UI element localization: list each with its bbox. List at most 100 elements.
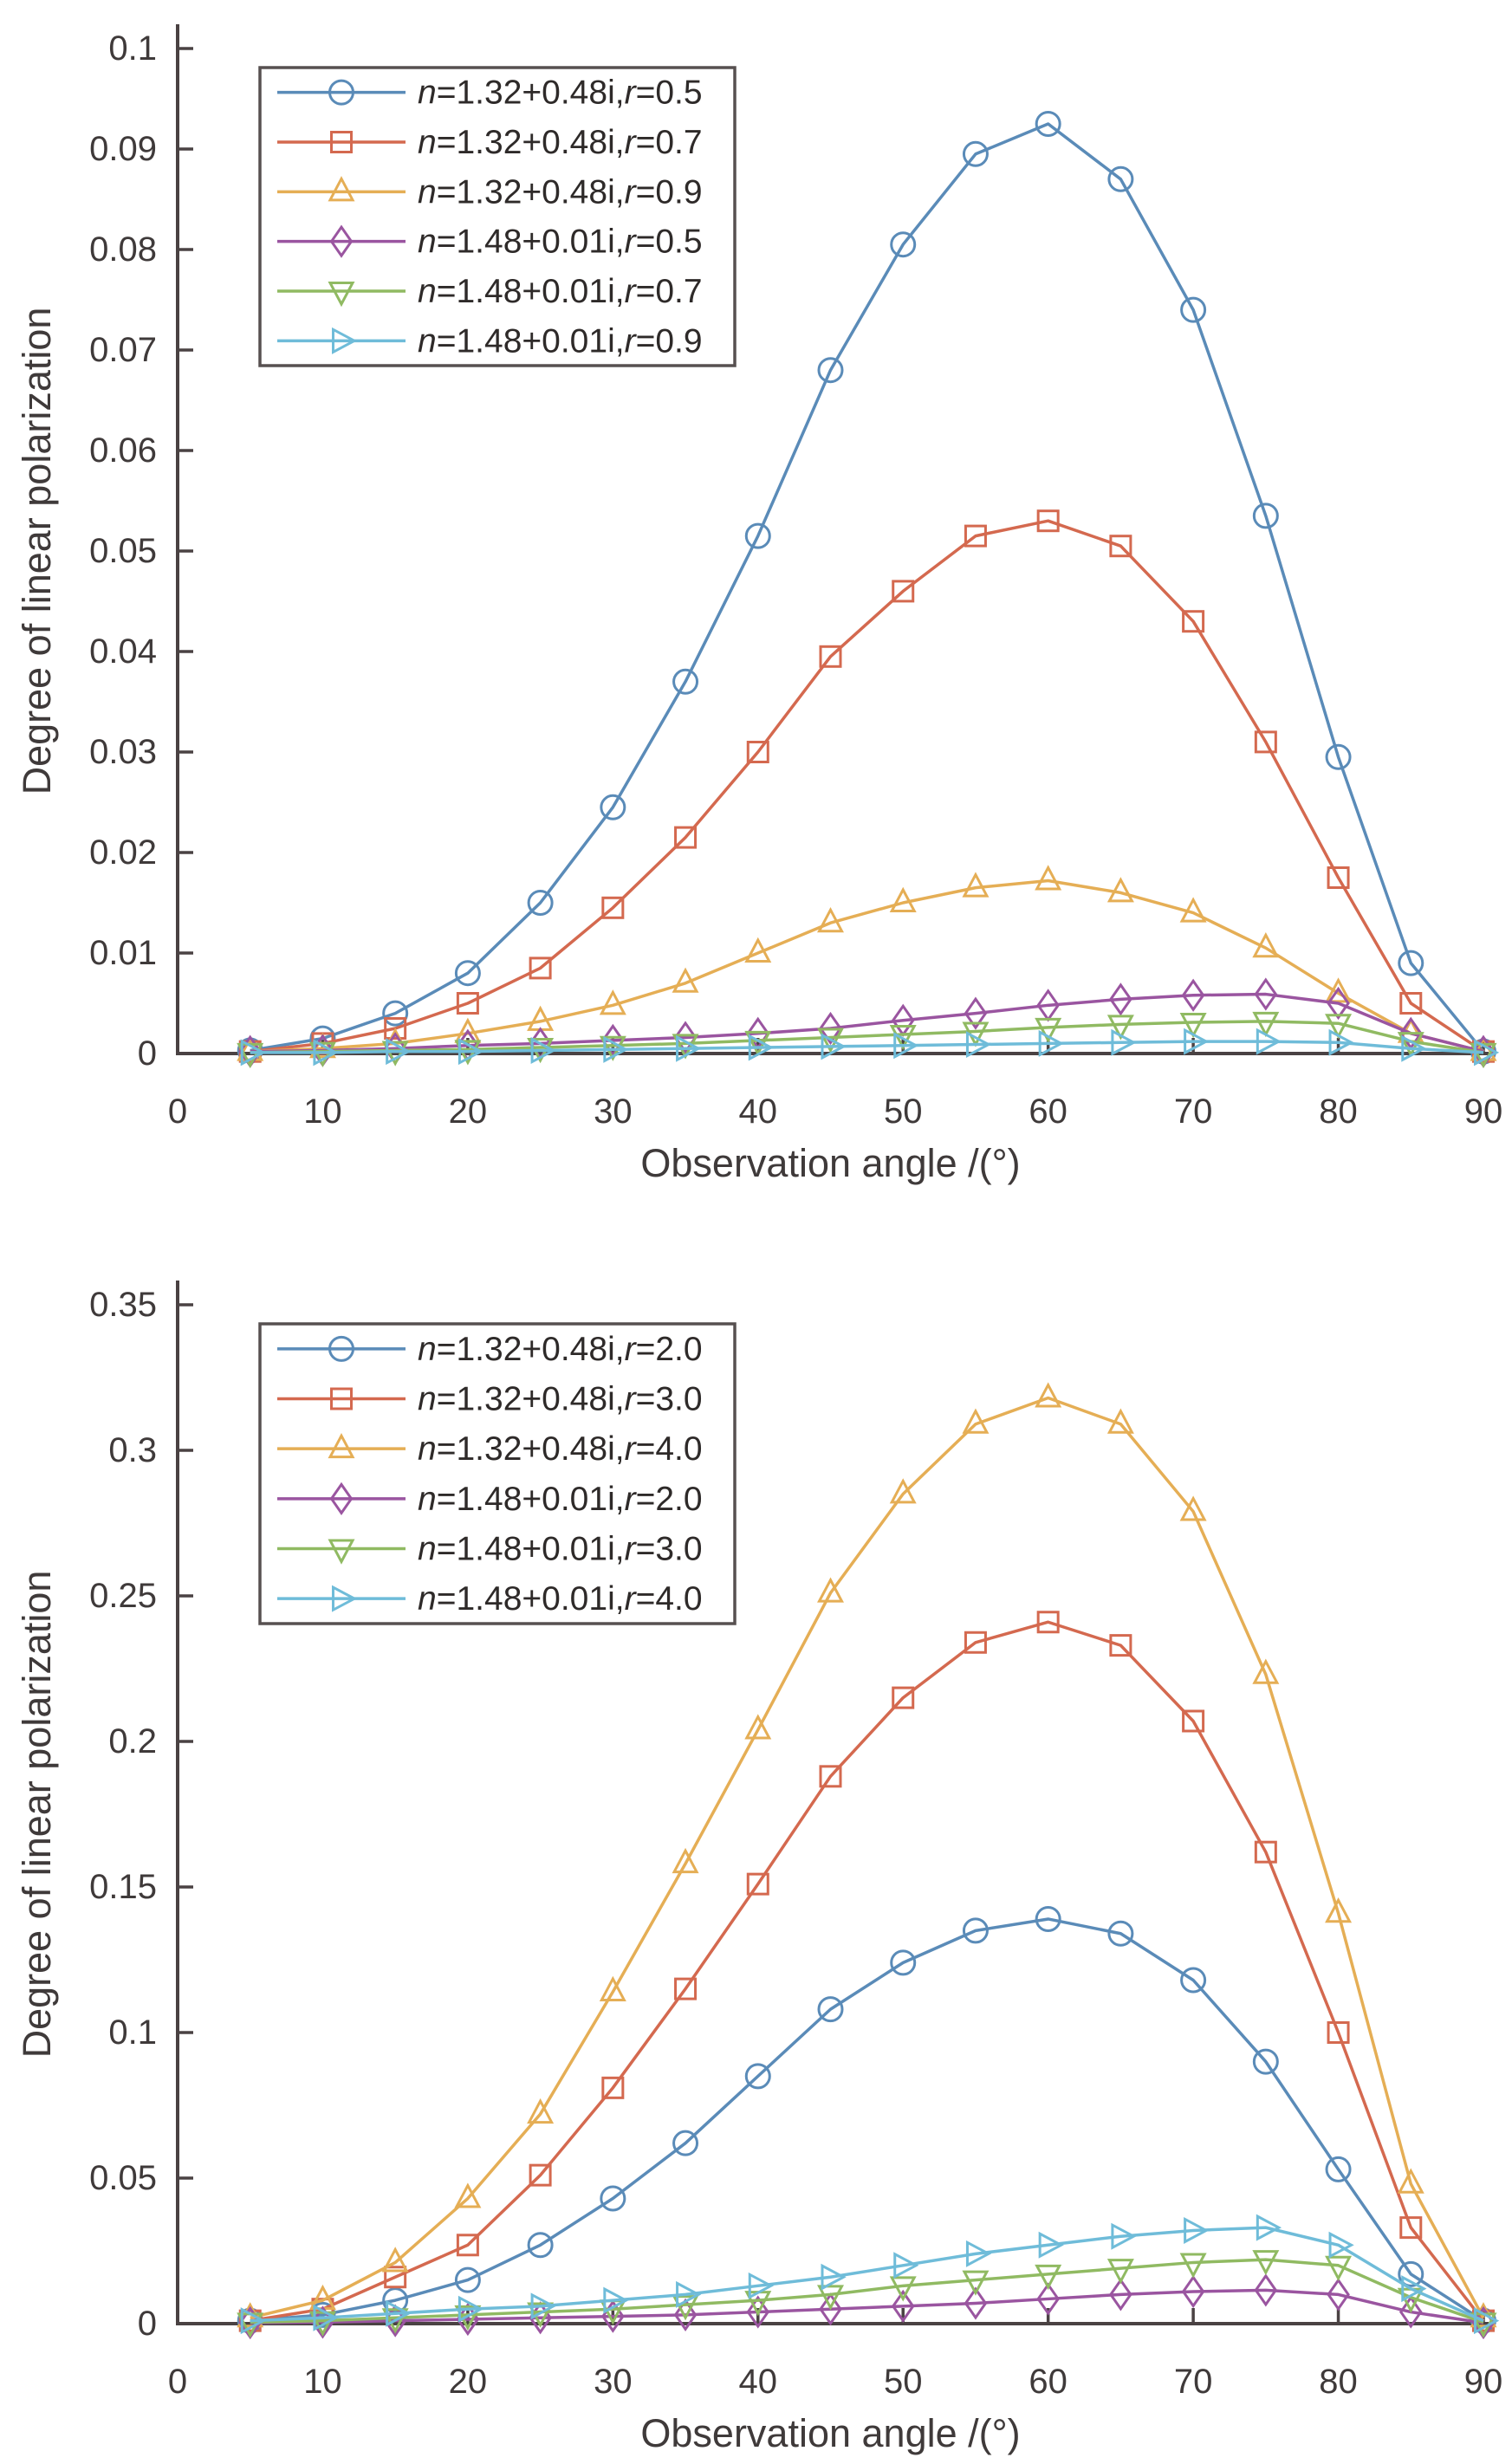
triangle-right-marker [1256, 1028, 1282, 1055]
triangle-right-marker [240, 1039, 266, 1067]
triangle-right-marker [530, 1037, 556, 1065]
x-tick-label: 40 [739, 1093, 778, 1131]
triangle-down-marker [1035, 2264, 1062, 2291]
circle-marker [1107, 1920, 1134, 1947]
square-marker [746, 741, 769, 763]
triangle-right-marker [530, 2292, 556, 2320]
square-marker [964, 1631, 987, 1654]
square-marker [674, 1977, 698, 2000]
circle-marker [1325, 743, 1352, 770]
diamond-marker [1254, 2273, 1278, 2307]
legend-item: n=1.32+0.48i,r=2.0 [277, 1330, 703, 1367]
triangle-up-marker [454, 2182, 482, 2208]
legend: n=1.32+0.48i,r=0.5 n=1.32+0.48i,r=0.7 n=1.… [258, 66, 737, 367]
series-triangle-down [237, 2250, 1497, 2338]
circle-marker [454, 960, 481, 987]
triangle-down-marker [328, 1539, 355, 1565]
triangle-up-marker [599, 989, 626, 1015]
legend-label: n=1.32+0.48i,r=0.5 [418, 74, 703, 111]
triangle-down-marker [1252, 2250, 1280, 2276]
triangle-up-marker [1035, 865, 1062, 891]
y-tick-label: 0.35 [89, 1286, 157, 1324]
triangle-right-marker [313, 2304, 339, 2331]
square-marker [330, 1387, 353, 1410]
diamond-marker [819, 2292, 842, 2326]
triangle-right-marker [821, 1033, 847, 1060]
circle-marker [328, 79, 354, 106]
triangle-down-marker [1179, 1013, 1207, 1039]
square-marker [1399, 2216, 1423, 2240]
circle-marker [962, 140, 989, 167]
x-tick-label: 40 [739, 2363, 778, 2401]
triangle-up-marker [889, 886, 917, 912]
triangle-down-marker [817, 2285, 844, 2311]
series-square [238, 1611, 1495, 2332]
triangle-up-marker [1325, 1897, 1353, 1923]
legend-item: n=1.32+0.48i,r=0.5 [277, 74, 703, 111]
circle-marker [454, 2266, 481, 2293]
legend-item: n=1.48+0.01i,r=2.0 [277, 1480, 703, 1517]
y-tick-label: 0.06 [89, 431, 157, 470]
square-marker [1182, 610, 1205, 633]
triangle-down-marker [328, 282, 355, 308]
y-tick-label: 0 [138, 2305, 157, 2343]
x-tick-label: 50 [884, 2363, 923, 2401]
diamond-marker [1181, 978, 1205, 1012]
legend: n=1.32+0.48i,r=2.0 n=1.32+0.48i,r=3.0 n=1.… [258, 1322, 737, 1625]
square-marker [746, 1872, 769, 1896]
circle-marker [1252, 503, 1279, 529]
circle-marker [817, 357, 844, 384]
triangle-right-marker [1184, 2216, 1210, 2244]
diamond-marker [329, 1482, 354, 1515]
square-marker [1327, 2021, 1350, 2044]
legend-item: n=1.32+0.48i,r=3.0 [277, 1380, 703, 1417]
series-line [250, 1020, 1484, 1054]
y-tick-label: 0.1 [108, 29, 157, 68]
circle-marker [382, 1000, 409, 1027]
bottom-chart: 0 0.05 0.1 0.15 0.2 0.25 0.3 0.35 0 10 20 30 40 50 60 7… [15, 1281, 1502, 2455]
series-line [250, 1396, 1485, 2319]
circle-marker [309, 2301, 336, 2328]
triangle-right-marker [1038, 2231, 1064, 2259]
y-tick-label: 0.08 [89, 230, 157, 269]
triangle-down-marker [817, 1028, 844, 1054]
triangle-down-marker [1035, 1017, 1062, 1044]
x-tick-label: 20 [449, 2363, 488, 2401]
y-tick-label: 0.3 [108, 1431, 157, 1469]
square-marker [529, 956, 552, 980]
diamond-marker [1327, 2278, 1350, 2312]
x-tick-label: 70 [1174, 2363, 1213, 2401]
legend-item: n=1.32+0.48i,r=4.0 [277, 1430, 703, 1468]
legend-label: n=1.32+0.48i,r=4.0 [418, 1430, 703, 1468]
circle-marker [1107, 165, 1134, 192]
triangle-down-marker [1106, 1015, 1134, 1041]
triangle-right-marker [1256, 2214, 1282, 2241]
triangle-up-marker [1252, 1658, 1280, 1684]
triangle-up-marker [744, 1714, 772, 1740]
diamond-marker [1254, 977, 1278, 1011]
triangle-up-marker [744, 937, 772, 963]
circle-marker [1180, 1967, 1207, 1994]
square-marker [1327, 866, 1350, 889]
diamond-marker [673, 1021, 698, 1054]
y-tick-label: 0.01 [89, 934, 157, 972]
triangle-down-marker [1252, 1011, 1280, 1038]
circle-marker [600, 794, 626, 820]
series-circle [237, 1905, 1496, 2334]
y-tick-label: 0.07 [89, 331, 157, 369]
x-tick-label: 70 [1174, 1093, 1213, 1131]
triangle-right-marker [1474, 1039, 1500, 1067]
circle-marker [672, 668, 699, 695]
triangle-up-marker [817, 906, 844, 933]
triangle-right-marker [1111, 1028, 1137, 1056]
triangle-up-marker [1397, 2168, 1424, 2194]
x-tick-label: 30 [594, 1093, 633, 1131]
triangle-up-marker [599, 1975, 626, 2001]
legend-item: n=1.48+0.01i,r=0.5 [277, 223, 703, 260]
x-tick-label: 50 [884, 1093, 923, 1131]
circle-marker [527, 2232, 554, 2259]
y-tick-label: 0 [138, 1034, 157, 1073]
circle-marker [600, 2185, 626, 2212]
triangle-up-marker [1252, 931, 1280, 958]
